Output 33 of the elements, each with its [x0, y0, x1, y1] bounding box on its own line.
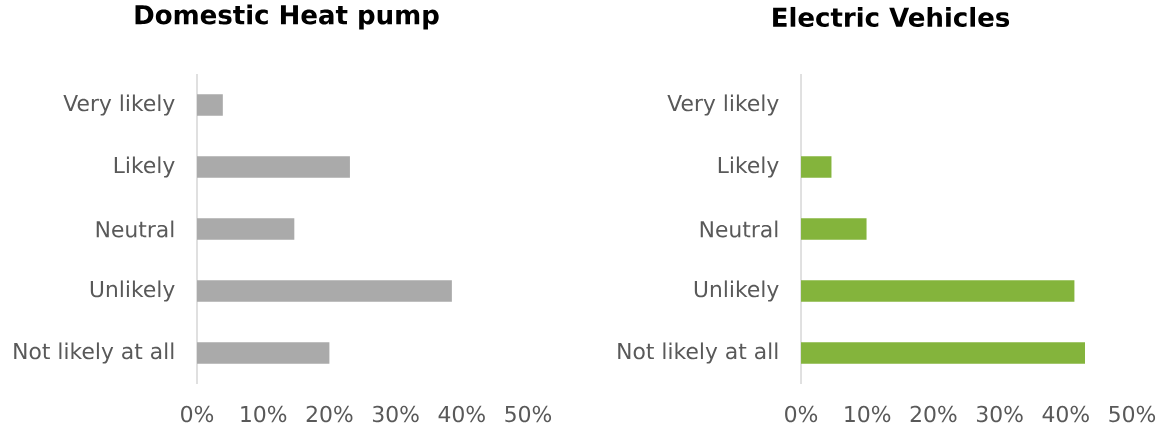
- y-tick-label: Very likely: [667, 94, 779, 116]
- chart-title: Domestic Heat pump: [135, 4, 439, 30]
- x-tick-label: 30%: [372, 405, 419, 423]
- y-tick-label: Unlikely: [694, 280, 779, 302]
- y-tick-label: Unlikely: [90, 280, 175, 302]
- x-tick-label: 0%: [785, 405, 818, 423]
- bar: [801, 280, 1075, 302]
- y-tick-label: Likely: [114, 156, 175, 178]
- y-tick-label: Likely: [718, 156, 779, 178]
- y-tick-label: Neutral: [700, 220, 778, 238]
- bar: [197, 94, 223, 116]
- x-tick-label: 30%: [976, 405, 1023, 423]
- x-tick-label: 0%: [181, 405, 214, 423]
- bar: [197, 156, 350, 178]
- bar: [197, 342, 330, 364]
- y-tick-label: Neutral: [96, 220, 174, 238]
- y-tick-label: Very likely: [63, 94, 175, 116]
- chart-title: Electric Vehicles: [773, 6, 1010, 28]
- bar: [801, 342, 1086, 364]
- x-tick-label: 50%: [505, 405, 552, 423]
- x-tick-label: 10%: [241, 405, 287, 423]
- bar: [801, 156, 832, 178]
- x-tick-label: 40%: [1042, 405, 1089, 423]
- y-tick-label: Not likely at all: [14, 342, 174, 364]
- x-tick-label: 20%: [910, 405, 957, 423]
- bar: [197, 218, 295, 240]
- x-tick-label: 20%: [306, 405, 353, 423]
- x-tick-label: 40%: [438, 405, 485, 423]
- x-tick-label: 10%: [845, 405, 891, 423]
- bar: [801, 218, 867, 240]
- bar: [197, 280, 452, 302]
- x-tick-label: 50%: [1109, 405, 1156, 423]
- y-tick-label: Not likely at all: [618, 342, 778, 364]
